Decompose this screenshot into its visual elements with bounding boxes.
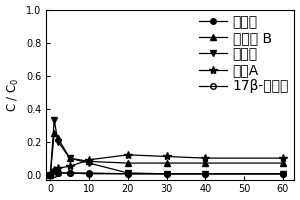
- 六价铬: [281, 173, 285, 175]
- 17β-雌二醇: [281, 173, 285, 175]
- 17β-雌二醇: [56, 172, 60, 174]
- 四环素: [87, 172, 91, 174]
- 四环素: [203, 173, 207, 175]
- 17β-雌二醇: [203, 173, 207, 175]
- 17β-雌二醇: [87, 173, 91, 175]
- 四环素: [49, 173, 52, 176]
- 17β-雌二醇: [49, 173, 52, 176]
- 四环素: [165, 173, 168, 175]
- 六价铬: [126, 172, 130, 174]
- 罗丹明 B: [126, 162, 130, 164]
- 六价铬: [203, 173, 207, 175]
- 六价铬: [165, 173, 168, 175]
- 17β-雌二醇: [165, 173, 168, 175]
- 罗丹明 B: [87, 160, 91, 163]
- 17β-雌二醇: [126, 173, 130, 175]
- Line: 六价铬: 六价铬: [47, 117, 286, 177]
- 六价铬: [87, 162, 91, 164]
- 六价铬: [68, 157, 71, 159]
- 17β-雌二醇: [52, 173, 56, 175]
- 罗丹明 B: [165, 162, 168, 164]
- 17β-雌二醇: [68, 172, 71, 174]
- Y-axis label: C / C$_0$: C / C$_0$: [6, 77, 21, 112]
- 双酟A: [68, 165, 71, 168]
- 四环素: [281, 173, 285, 175]
- 罗丹明 B: [203, 162, 207, 164]
- Line: 罗丹明 B: 罗丹明 B: [47, 131, 286, 177]
- 六价铬: [52, 119, 56, 121]
- 双酟A: [56, 167, 60, 169]
- 罗丹明 B: [281, 162, 285, 164]
- 罗丹明 B: [56, 137, 60, 140]
- 双酟A: [203, 157, 207, 159]
- Legend: 四环素, 罗丹明 B, 六价铬, 双酟A, 17β-雌二醇: 四环素, 罗丹明 B, 六价铬, 双酟A, 17β-雌二醇: [196, 12, 292, 96]
- Line: 四环素: 四环素: [47, 169, 286, 177]
- 四环素: [52, 170, 56, 173]
- 六价铬: [56, 140, 60, 143]
- Line: 双酟A: 双酟A: [46, 151, 287, 179]
- 双酟A: [52, 168, 56, 171]
- 双酟A: [87, 159, 91, 161]
- 六价铬: [49, 173, 52, 176]
- 罗丹明 B: [49, 173, 52, 176]
- 四环素: [56, 172, 60, 174]
- 双酟A: [126, 154, 130, 156]
- 双酟A: [165, 155, 168, 158]
- 四环素: [126, 173, 130, 175]
- 罗丹明 B: [68, 157, 71, 159]
- Line: 17β-雌二醇: 17β-雌二醇: [47, 170, 286, 177]
- 双酟A: [281, 157, 285, 159]
- 四环素: [68, 172, 71, 174]
- 双酟A: [49, 173, 52, 176]
- 罗丹明 B: [52, 132, 56, 135]
